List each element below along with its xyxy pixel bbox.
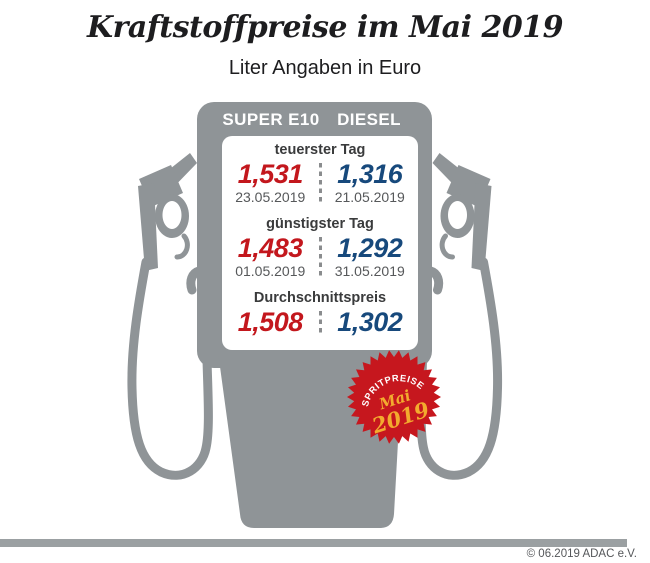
dashed-divider (318, 163, 322, 202)
section-label: teuerster Tag (274, 142, 366, 158)
dashed-divider (318, 237, 322, 276)
footer-bar (0, 539, 627, 547)
price-panel: teuerster Tag 1,531 23.05.2019 1,316 21.… (222, 136, 418, 350)
diesel-cell: 1,292 31.05.2019 (322, 233, 419, 280)
spritpreise-badge: SPRITPREISE Mai 2019 (347, 350, 441, 444)
super-e10-cell: 1,483 01.05.2019 (222, 233, 319, 280)
diesel-cell: 1,302 (322, 308, 419, 337)
section-average-price: Durchschnittspreis 1,508 1,302 (222, 289, 418, 337)
price-value: 1,302 (337, 307, 403, 337)
page-title: Kraftstoffpreise im Mai 2019 (87, 10, 563, 45)
price-date: 21.05.2019 (334, 189, 405, 205)
dashed-divider (318, 311, 322, 334)
price-date: 23.05.2019 (235, 189, 306, 205)
price-value: 1,508 (237, 307, 304, 337)
price-value: 1,316 (337, 159, 403, 189)
price-value: 1,292 (337, 233, 403, 263)
diesel-cell: 1,316 21.05.2019 (322, 159, 419, 206)
column-diesel: DIESEL (337, 110, 401, 129)
column-super-e10: SUPER E10 (222, 110, 320, 129)
starburst-shape (347, 350, 441, 444)
page-subtitle: Liter Angaben in Euro (228, 57, 422, 79)
section-cheapest-day: günstigster Tag 1,483 01.05.2019 1,292 3… (222, 215, 418, 279)
section-label: günstigster Tag (266, 216, 374, 232)
section-label: Durchschnittspreis (253, 290, 387, 306)
fuel-column-header: SUPER E10 DIESEL (222, 110, 418, 130)
price-value: 1,483 (237, 233, 304, 263)
section-most-expensive-day: teuerster Tag 1,531 23.05.2019 1,316 21.… (222, 141, 418, 205)
price-date: 31.05.2019 (334, 263, 405, 279)
copyright-credit: © 06.2019 ADAC e.V. (526, 548, 637, 560)
price-value: 1,531 (237, 159, 304, 189)
super-e10-cell: 1,508 (222, 308, 319, 337)
price-date: 01.05.2019 (235, 263, 306, 279)
super-e10-cell: 1,531 23.05.2019 (222, 159, 319, 206)
